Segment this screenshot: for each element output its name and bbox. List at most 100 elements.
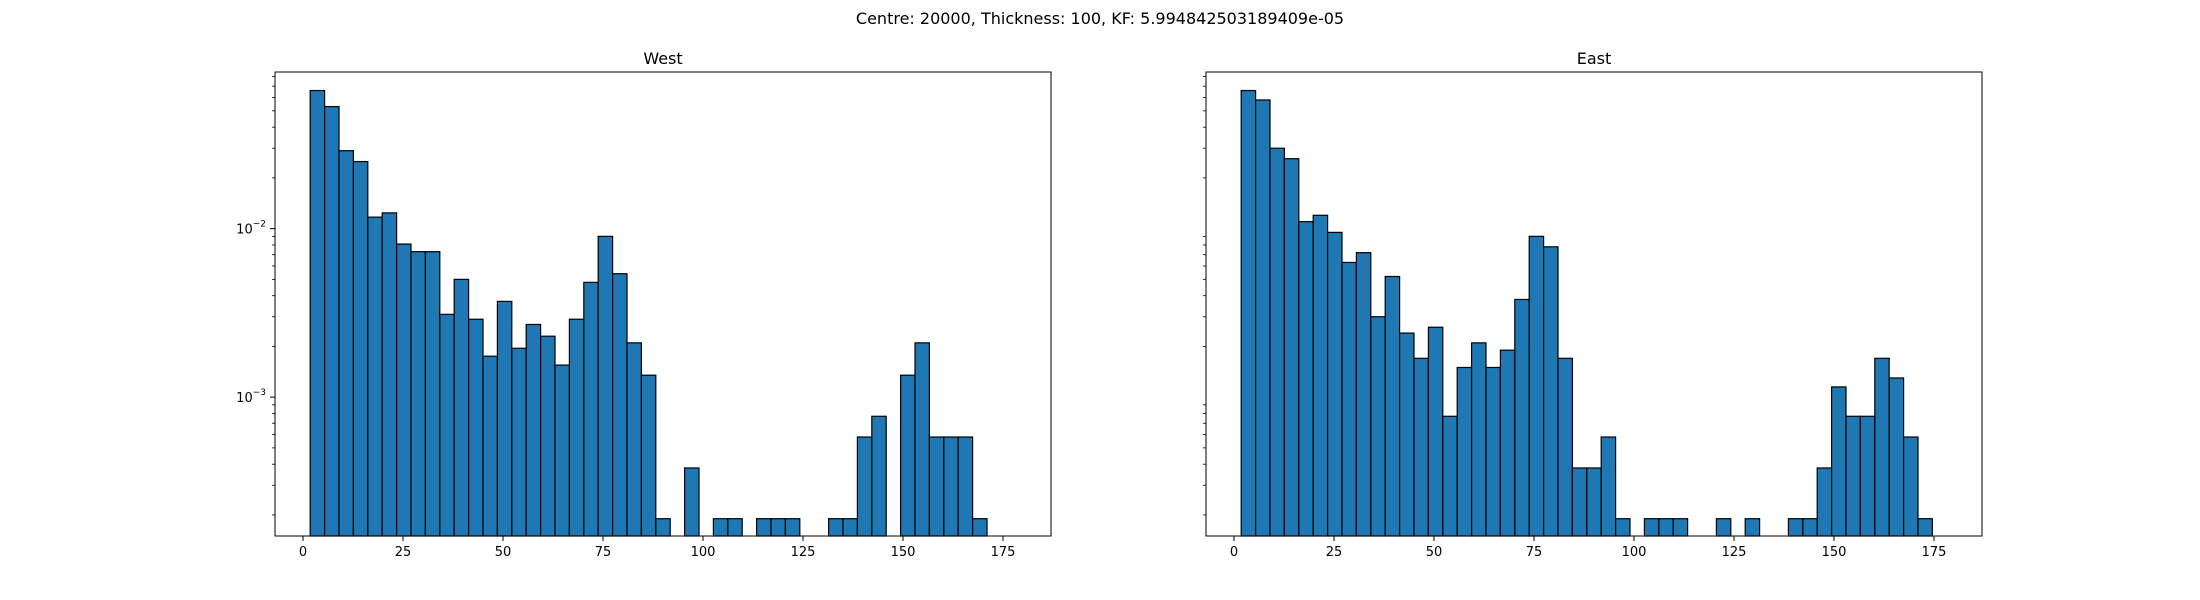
histogram-bar	[1384, 275, 1401, 537]
figure-suptitle: Centre: 20000, Thickness: 100, KF: 5.994…	[856, 9, 1344, 28]
histogram-bar	[1298, 221, 1314, 537]
histogram-bar	[626, 342, 642, 537]
histogram-bar	[1600, 436, 1617, 537]
x-tick-label: 125	[1722, 545, 1747, 560]
y-tick-label: 10−2	[236, 220, 266, 238]
histogram-bar	[1355, 252, 1372, 537]
y-tick-base: 10	[236, 223, 253, 238]
histogram-bar	[1874, 357, 1890, 537]
histogram-bar	[727, 518, 743, 537]
histogram-bar	[640, 374, 657, 537]
histogram-bar	[1413, 357, 1429, 537]
histogram-bar	[1672, 518, 1689, 537]
histogram-bar	[1888, 377, 1905, 537]
x-tick-label: 50	[1426, 545, 1443, 560]
histogram-bar	[1485, 366, 1501, 537]
histogram-bar	[568, 318, 585, 537]
x-tick-label: 150	[1822, 545, 1847, 560]
histogram-bar	[367, 216, 383, 537]
axes-frame	[1205, 71, 1983, 537]
histogram-bar	[525, 323, 542, 537]
histogram-bar	[957, 436, 974, 537]
histogram-bar	[871, 415, 887, 537]
histogram-bar	[611, 273, 628, 537]
axes-title: East	[1577, 49, 1612, 68]
x-tick-label: 125	[791, 545, 816, 560]
histogram-bar	[597, 235, 614, 537]
histogram-bar	[324, 105, 340, 537]
histogram-bar	[1571, 467, 1588, 537]
histogram-bar	[755, 518, 772, 537]
histogram-bar	[1859, 415, 1876, 537]
histogram-bar	[1269, 147, 1285, 537]
histogram-bar	[1514, 298, 1530, 537]
histogram-bar	[482, 355, 498, 537]
x-tick-label: 50	[495, 545, 512, 560]
histogram-bar	[899, 374, 916, 537]
y-tick-exponent: −2	[253, 220, 266, 230]
histogram-bar	[453, 278, 470, 537]
histogram-bar	[1528, 235, 1545, 537]
histogram-bar	[1917, 518, 1933, 537]
histogram-bar	[1470, 342, 1487, 537]
histogram-bar	[309, 89, 326, 537]
histogram-bar	[842, 518, 858, 537]
histogram-bar	[1787, 518, 1804, 537]
histogram-bar	[1370, 316, 1386, 537]
histogram-bar	[1326, 231, 1343, 537]
histogram-bar	[683, 467, 700, 537]
histogram-bar	[1427, 326, 1444, 537]
histogram-bar	[712, 518, 729, 537]
histogram-bar	[1802, 518, 1818, 537]
x-tick-label: 100	[691, 545, 716, 560]
histogram-bar	[655, 518, 671, 537]
histogram-bar	[1557, 357, 1573, 537]
histogram-bar	[496, 300, 513, 537]
x-tick-label: 0	[299, 545, 307, 560]
histogram-bar	[1283, 158, 1300, 537]
histogram-bar	[583, 281, 599, 537]
x-tick-label: 175	[1922, 545, 1947, 560]
x-tick-label: 25	[395, 545, 412, 560]
x-tick-label: 0	[1230, 545, 1238, 560]
histogram-bar	[971, 518, 988, 537]
y-tick-base: 10	[236, 391, 253, 406]
histogram-bar	[1254, 99, 1271, 537]
x-tick-label: 75	[595, 545, 612, 560]
histogram-bar	[352, 160, 369, 537]
histogram-bar	[1442, 415, 1458, 537]
histogram-bar	[1830, 386, 1847, 537]
histogram-bar	[338, 150, 354, 537]
histogram-bar	[1341, 261, 1357, 537]
histogram-bar	[1312, 214, 1329, 537]
histogram-bar	[554, 364, 570, 537]
histogram-bar	[396, 243, 412, 537]
histogram-bar	[1845, 415, 1861, 537]
histogram-bar	[381, 212, 398, 537]
y-tick-exponent: −3	[253, 388, 266, 398]
histogram-bar	[856, 436, 873, 537]
histogram-bar	[511, 347, 527, 537]
histogram-bar	[1816, 467, 1833, 537]
histogram-bar	[439, 313, 455, 537]
histogram-bar	[1456, 366, 1473, 537]
histogram-bar	[1240, 89, 1257, 537]
histogram-bar	[1586, 467, 1602, 537]
histogram-bar	[539, 335, 556, 537]
histogram-bar	[784, 518, 801, 537]
histogram-bar	[468, 318, 484, 537]
axes-title: West	[643, 49, 682, 68]
histogram-bar	[1398, 332, 1415, 537]
histogram-bar	[1499, 349, 1516, 537]
histogram-bar	[1744, 518, 1761, 537]
axes-frame	[274, 71, 1052, 537]
histogram-bar	[827, 518, 844, 537]
histogram-bar	[943, 436, 959, 537]
histogram-bar	[1902, 436, 1919, 537]
histogram-bar	[1542, 246, 1559, 537]
histogram-bar	[424, 251, 441, 537]
histogram-bar	[410, 251, 426, 537]
histogram-bar	[1658, 518, 1674, 537]
